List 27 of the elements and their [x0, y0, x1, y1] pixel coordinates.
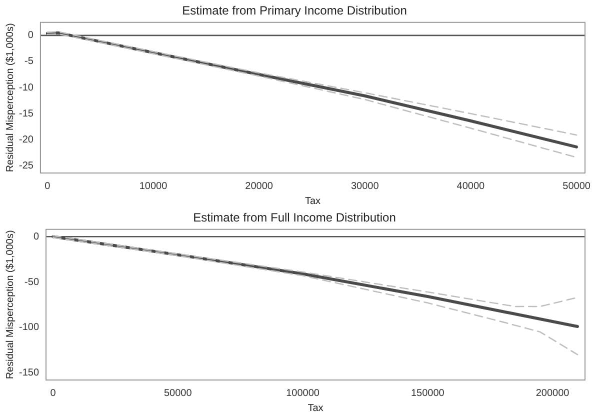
x-tick-label: 20000 — [245, 180, 274, 192]
x-tick-label: 100000 — [286, 388, 320, 399]
x-tick-label: 10000 — [139, 180, 168, 192]
x-tick-label: 0 — [44, 180, 51, 192]
y-tick-label: -50 — [24, 276, 40, 288]
chart-title: Estimate from Primary Income Distribution — [182, 4, 407, 18]
y-tick-label: 0 — [33, 231, 40, 242]
y-tick-label: 0 — [28, 30, 34, 42]
y-tick-label: -150 — [19, 367, 40, 378]
x-tick-label: 200000 — [536, 388, 570, 399]
x-axis-title: Tax — [304, 196, 321, 207]
y-axis-title: Residual Misperception ($1,000s) — [4, 230, 16, 380]
x-tick-label: 0 — [50, 388, 56, 399]
x-tick-label: 30000 — [350, 180, 380, 192]
y-axis-title: Residual Misperception ($1,000s) — [4, 23, 16, 172]
x-axis-title: Tax — [308, 402, 324, 414]
y-tick-label: -25 — [19, 160, 34, 172]
y-tick-label: -20 — [19, 134, 34, 146]
y-tick-label: -100 — [19, 322, 40, 334]
chart-title: Estimate from Full Income Distribution — [193, 210, 396, 225]
y-tick-label: -15 — [19, 108, 34, 120]
x-tick-label: 40000 — [456, 180, 486, 192]
x-tick-label: 50000 — [164, 388, 192, 399]
y-tick-label: -10 — [19, 82, 34, 94]
x-tick-label: 50000 — [562, 180, 591, 192]
x-tick-label: 150000 — [410, 388, 445, 399]
y-tick-label: -5 — [24, 56, 34, 68]
